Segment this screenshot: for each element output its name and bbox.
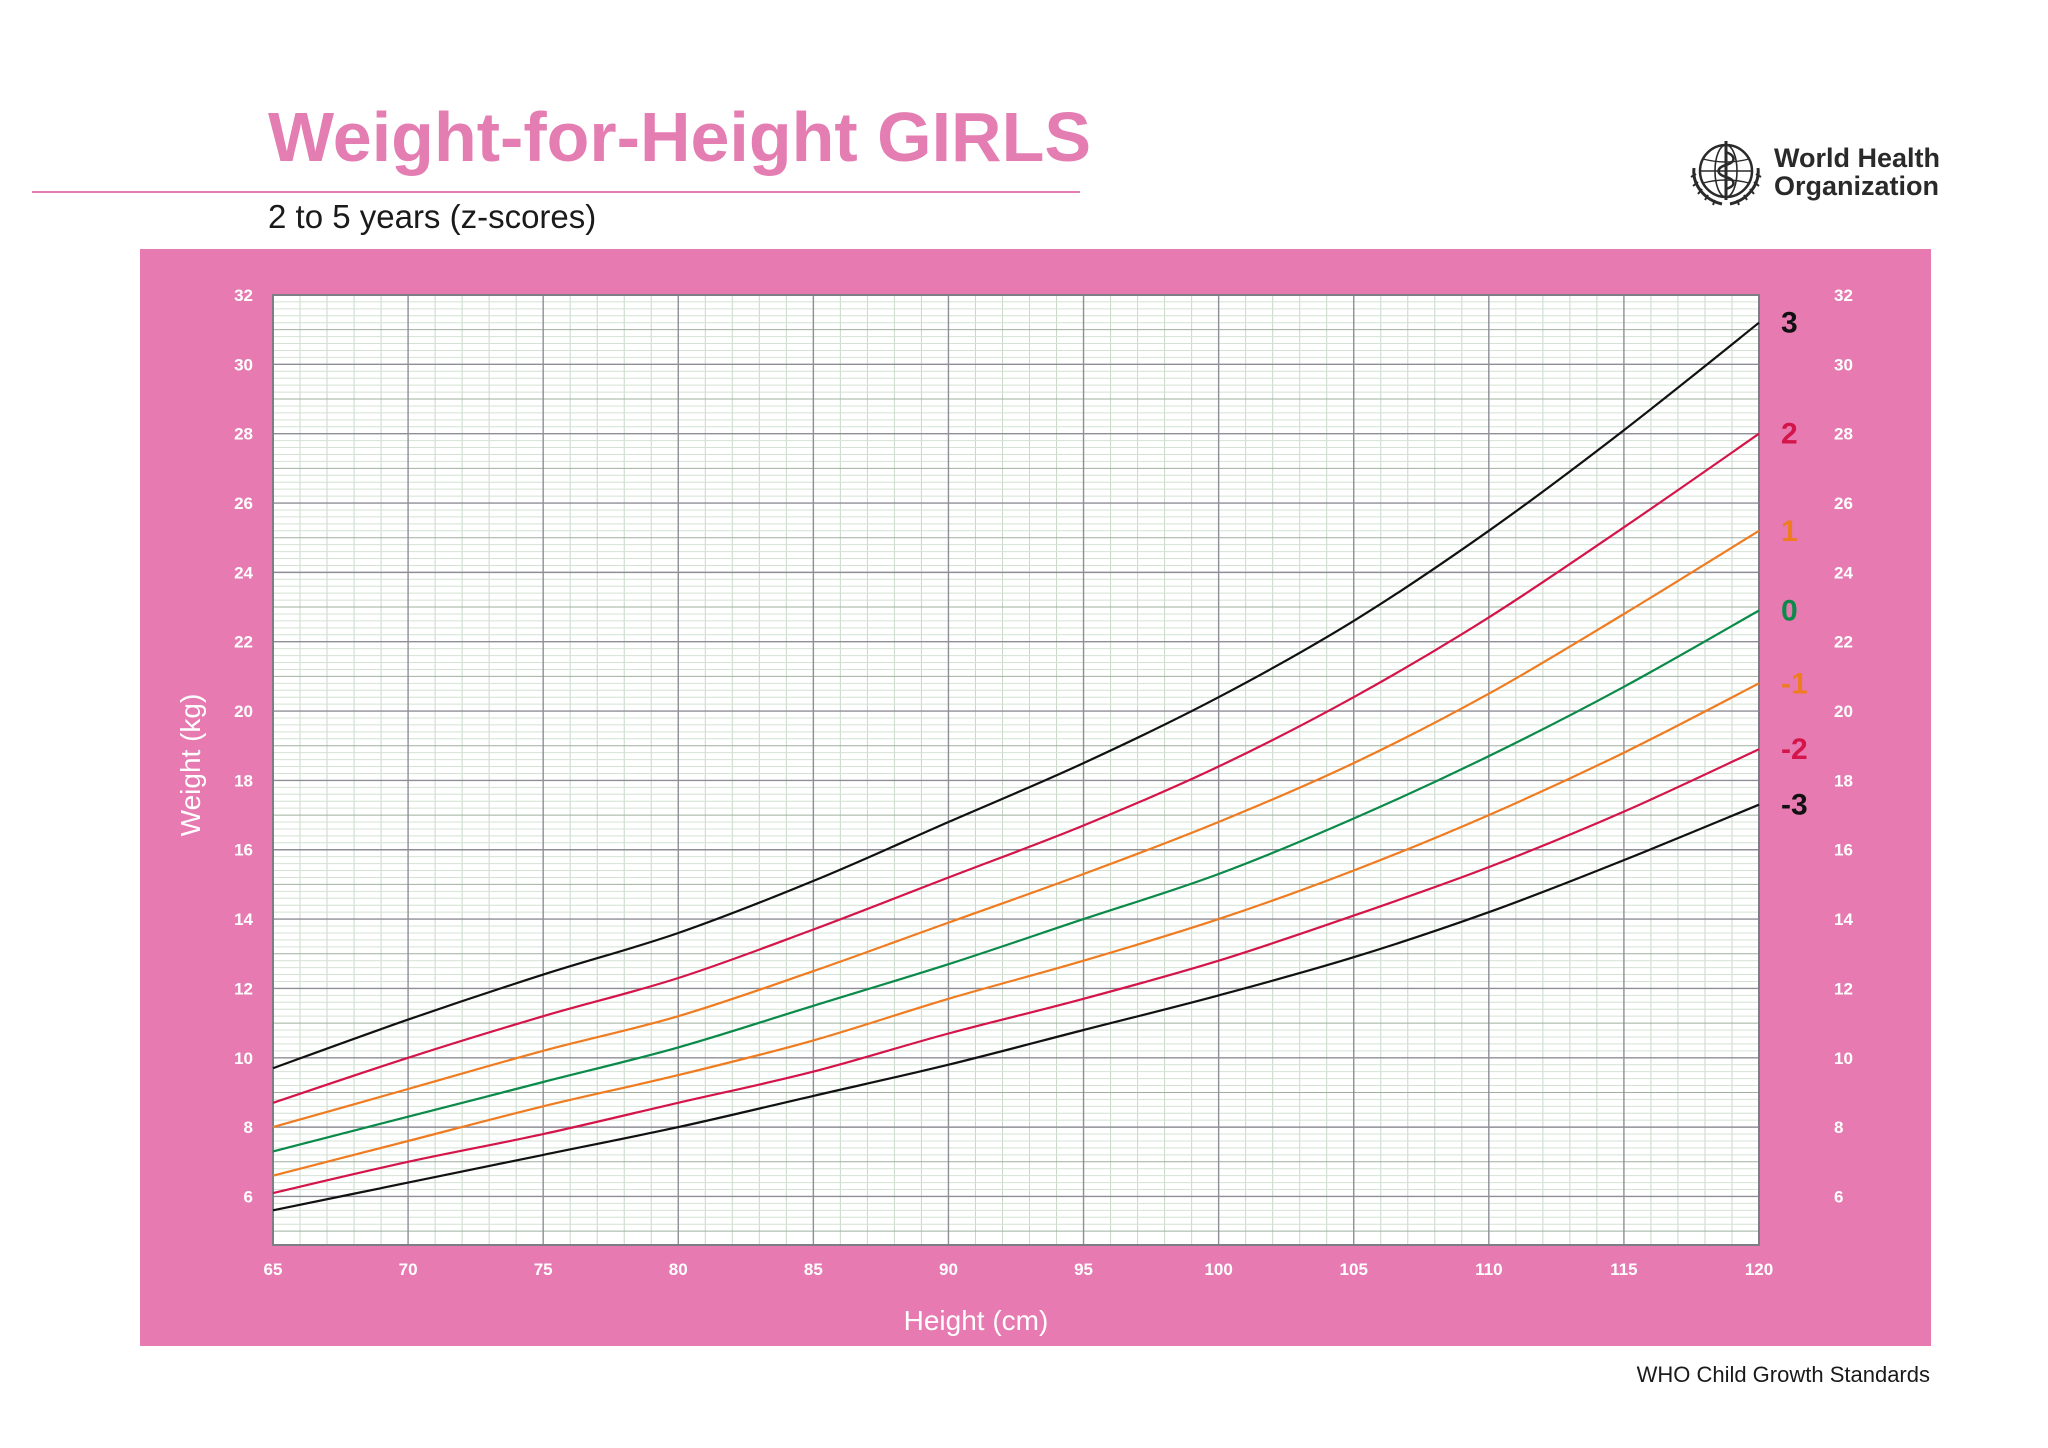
y-tick-label-left: 32 [234,286,253,305]
page-title: Weight-for-Height GIRLS [268,98,1092,176]
z-score-label-1: 1 [1781,515,1798,548]
plot-area [273,295,1759,1245]
y-tick-label-left: 16 [234,841,253,860]
who-logo: World Health Organization [1686,138,1940,210]
z-score-curve--1 [272,682,1760,1177]
y-tick-label-left: 18 [234,771,253,790]
x-tick-label: 85 [804,1260,823,1279]
y-tick-label-right: 18 [1834,771,1853,790]
z-score-label--2: -2 [1781,733,1808,766]
z-score-label-2: 2 [1781,418,1798,451]
minor-grid [273,295,1759,1245]
major-grid [272,294,1760,1245]
z-score-label-0: 0 [1781,595,1798,628]
z-score-label-3: 3 [1781,307,1798,340]
y-tick-label-left: 20 [234,702,253,721]
who-logo-text: World Health Organization [1774,144,1940,200]
x-tick-label: 115 [1610,1260,1637,1279]
footer-text: WHO Child Growth Standards [1636,1362,1930,1387]
y-tick-label-right: 32 [1834,286,1853,305]
y-tick-label-right: 26 [1834,494,1853,513]
y-tick-label-left: 24 [234,563,253,582]
y-tick-label-right: 30 [1834,355,1853,374]
logo-line-1: World Health [1774,143,1941,173]
x-tick-label: 80 [669,1260,688,1279]
y-tick-label-left: 26 [234,494,253,513]
x-tick-label: 120 [1745,1260,1773,1279]
z-score-curve-0 [272,609,1760,1153]
y-tick-label-right: 12 [1834,979,1853,998]
x-axis-label: Height (cm) [904,1305,1049,1336]
z-score-labels: 3 2 1 0 -1 -2 -3 [1781,307,1808,822]
y-tick-label-right: 20 [1834,702,1853,721]
y-tick-label-right: 24 [1834,563,1853,582]
title-underline [32,191,1080,193]
x-tick-label: 90 [939,1260,958,1279]
y-tick-label-left: 12 [234,979,253,998]
y-tick-label-left: 28 [234,425,253,444]
page-subtitle: 2 to 5 years (z-scores) [268,198,597,235]
y-tick-label-left: 8 [244,1118,253,1137]
z-score-curves [272,321,1760,1212]
x-tick-label: 95 [1074,1260,1093,1279]
who-emblem-icon [1690,141,1762,206]
logo-line-2: Organization [1774,171,1940,201]
z-score-curve-3 [272,321,1760,1070]
z-score-curve-1 [272,529,1760,1129]
x-tick-label: 70 [399,1260,418,1279]
z-score-curve-2 [272,432,1760,1104]
z-score-curve--2 [272,748,1760,1195]
x-axis-ticks: 65 70 75 80 85 90 95 100 105 110 115 120 [264,1260,1774,1279]
y-tick-label-right: 16 [1834,841,1853,860]
y-axis-ticks-right: 6 8 10 12 14 16 18 20 22 24 26 28 30 32 [1834,286,1853,1206]
y-tick-label-right: 10 [1834,1049,1853,1068]
y-tick-label-left: 22 [234,633,253,652]
z-score-label--1: -1 [1781,667,1808,700]
z-score-label--3: -3 [1781,789,1808,822]
y-tick-label-right: 6 [1834,1187,1843,1206]
y-axis-ticks-left: 6 8 10 12 14 16 18 20 22 24 26 28 30 32 [234,286,253,1206]
y-axis-label: Weight (kg) [175,694,206,837]
x-tick-label: 65 [264,1260,283,1279]
y-tick-label-right: 14 [1834,910,1853,929]
x-tick-label: 110 [1475,1260,1502,1279]
x-tick-label: 75 [534,1260,553,1279]
x-tick-label: 100 [1204,1260,1232,1279]
y-tick-label-left: 6 [244,1187,253,1206]
plot-frame [272,294,1760,1246]
y-tick-label-left: 30 [234,355,253,374]
y-tick-label-right: 28 [1834,425,1853,444]
y-tick-label-right: 22 [1834,633,1853,652]
z-score-curve--3 [272,803,1760,1212]
y-tick-label-left: 14 [234,910,253,929]
x-tick-label: 105 [1340,1260,1368,1279]
y-tick-label-right: 8 [1834,1118,1843,1137]
y-tick-label-left: 10 [234,1049,253,1068]
